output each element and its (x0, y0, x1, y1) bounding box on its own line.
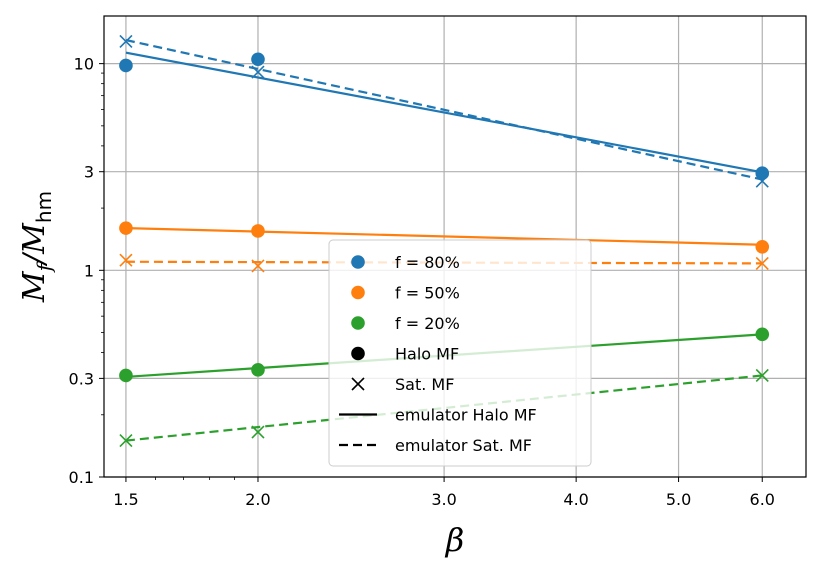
y-axis-label-text: Mf/Mhm (17, 191, 56, 303)
plot-markers (119, 34, 770, 448)
sat-point (755, 174, 769, 188)
cross-stroke (119, 434, 133, 448)
x-tick-label: 6.0 (750, 490, 775, 509)
cross-stroke (755, 368, 769, 383)
x-tick-label: 4.0 (563, 490, 588, 509)
y-label-sub-hm: hm (32, 191, 56, 223)
cross-stroke (351, 377, 365, 391)
y-label-slash: /M (17, 222, 52, 267)
x-tick-label: 3.0 (431, 490, 456, 509)
y-tick-label: 0.1 (69, 468, 94, 487)
y-label-main: M (17, 270, 52, 303)
cross-stroke (119, 253, 133, 267)
cross-stroke (119, 34, 133, 49)
sat-point (251, 425, 265, 439)
halo-point (119, 221, 133, 235)
halo-point (119, 368, 133, 383)
sat-point (755, 256, 769, 270)
legend-label: f = 50% (395, 284, 460, 303)
x-ticks: 1.5 2.0 3.0 4.0 5.0 6.0 (113, 477, 775, 509)
legend: f = 80% f = 50% f = 20% Halo MF Sat. MF emula… (328, 239, 592, 467)
cross-stroke (251, 259, 265, 273)
halo-point (755, 327, 770, 342)
legend-label: Halo MF (395, 345, 459, 364)
sat-point (755, 368, 769, 383)
legend-marker-cross (351, 377, 365, 391)
y-ticks: 0.1 0.3 1 3 10 (69, 55, 104, 487)
y-tick-label: 3 (84, 163, 94, 182)
legend-marker-dot (351, 316, 365, 330)
sat-point (119, 34, 133, 49)
legend-marker-dot (351, 255, 365, 269)
x-axis-label: β (445, 521, 465, 559)
cross-stroke (755, 174, 769, 188)
x-tick-label: 2.0 (245, 490, 270, 509)
legend-box (328, 239, 592, 467)
legend-label: emulator Halo MF (395, 406, 537, 425)
x-tick-label: 1.5 (113, 490, 138, 509)
emulator-halo-line (125, 51, 763, 174)
sat-point (251, 65, 265, 79)
halo-point (251, 224, 265, 238)
sat-point (119, 253, 133, 267)
y-tick-label: 10 (74, 55, 94, 74)
y-tick-label: 1 (84, 261, 94, 280)
legend-label: f = 20% (395, 314, 460, 333)
sat-point (119, 434, 133, 448)
sat-point (251, 259, 265, 273)
y-tick-label: 0.3 (69, 369, 94, 388)
halo-point (755, 239, 770, 254)
halo-point (119, 58, 133, 73)
cross-stroke (755, 256, 769, 270)
y-axis-label: Mf/Mhm (17, 191, 56, 303)
halo-point (251, 363, 265, 377)
halo-point (755, 166, 770, 181)
legend-marker-dot (351, 346, 365, 361)
emulator-sat-line (125, 374, 763, 442)
cross-stroke (251, 425, 265, 439)
plot-frame (103, 15, 807, 478)
legend-marker-dot (351, 285, 365, 300)
legend-label: emulator Sat. MF (395, 436, 532, 455)
emulator-halo-line (125, 227, 763, 246)
emulator-sat-line (125, 260, 763, 265)
minor-ticks (101, 72, 235, 480)
legend-label: Sat. MF (395, 375, 454, 394)
halo-point (251, 52, 265, 67)
cross-stroke (251, 65, 265, 79)
x-tick-label: 5.0 (666, 490, 691, 509)
legend-label: f = 80% (395, 253, 460, 272)
emulator-sat-line (125, 39, 763, 181)
